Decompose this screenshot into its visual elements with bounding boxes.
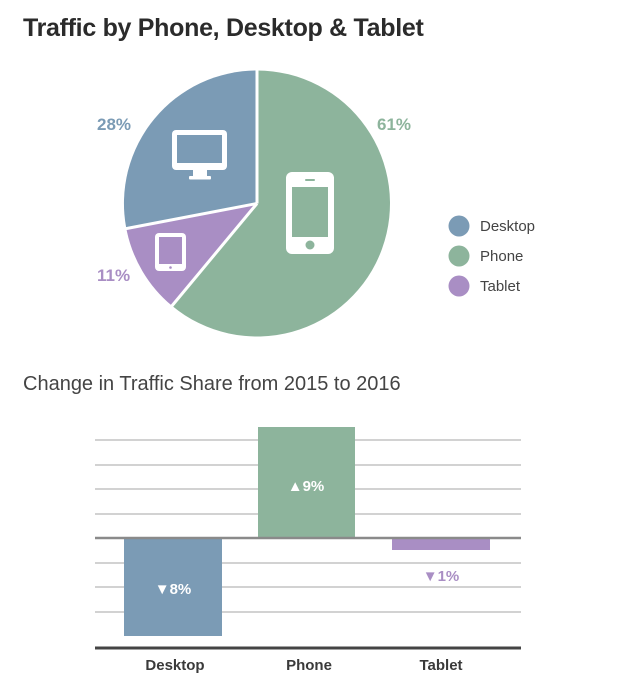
legend-item-phone: Phone bbox=[448, 245, 523, 267]
bar-value-desktop: ▼8% bbox=[155, 581, 192, 598]
bar-value-phone: ▲9% bbox=[288, 478, 325, 495]
bar-phone bbox=[258, 427, 355, 538]
chart-title: Traffic by Phone, Desktop & Tablet bbox=[23, 14, 424, 42]
pie-chart: 28% 61% 11% bbox=[97, 68, 411, 337]
desktop-monitor-icon bbox=[172, 130, 227, 180]
legend-label-tablet: Tablet bbox=[480, 278, 521, 295]
pie-label-tablet: 11% bbox=[97, 266, 130, 285]
category-label-desktop: Desktop bbox=[145, 657, 204, 674]
bar-chart-subtitle: Change in Traffic Share from 2015 to 201… bbox=[23, 373, 401, 395]
legend-swatch-tablet bbox=[448, 275, 470, 297]
category-label-tablet: Tablet bbox=[419, 657, 462, 674]
legend-swatch-desktop bbox=[448, 215, 470, 237]
pie-slice-tablet bbox=[126, 203, 257, 306]
legend-label-phone: Phone bbox=[480, 248, 523, 265]
pie-label-desktop: 28% bbox=[97, 115, 131, 134]
legend: Desktop Phone Tablet bbox=[448, 215, 535, 297]
bar-value-tablet: ▼1% bbox=[423, 568, 460, 585]
pie-slice-phone bbox=[172, 70, 390, 337]
legend-item-tablet: Tablet bbox=[448, 275, 521, 297]
bar-tablet bbox=[392, 538, 490, 550]
smartphone-icon bbox=[286, 172, 334, 254]
legend-item-desktop: Desktop bbox=[448, 215, 535, 237]
legend-label-desktop: Desktop bbox=[480, 218, 535, 235]
pie-label-phone: 61% bbox=[377, 115, 411, 134]
bar-desktop bbox=[124, 538, 222, 636]
bar-chart: ▼8% ▲9% ▼1% Desktop Phone Tablet bbox=[95, 427, 521, 674]
tablet-icon bbox=[155, 233, 186, 271]
category-label-phone: Phone bbox=[286, 657, 332, 674]
legend-swatch-phone bbox=[448, 245, 470, 267]
